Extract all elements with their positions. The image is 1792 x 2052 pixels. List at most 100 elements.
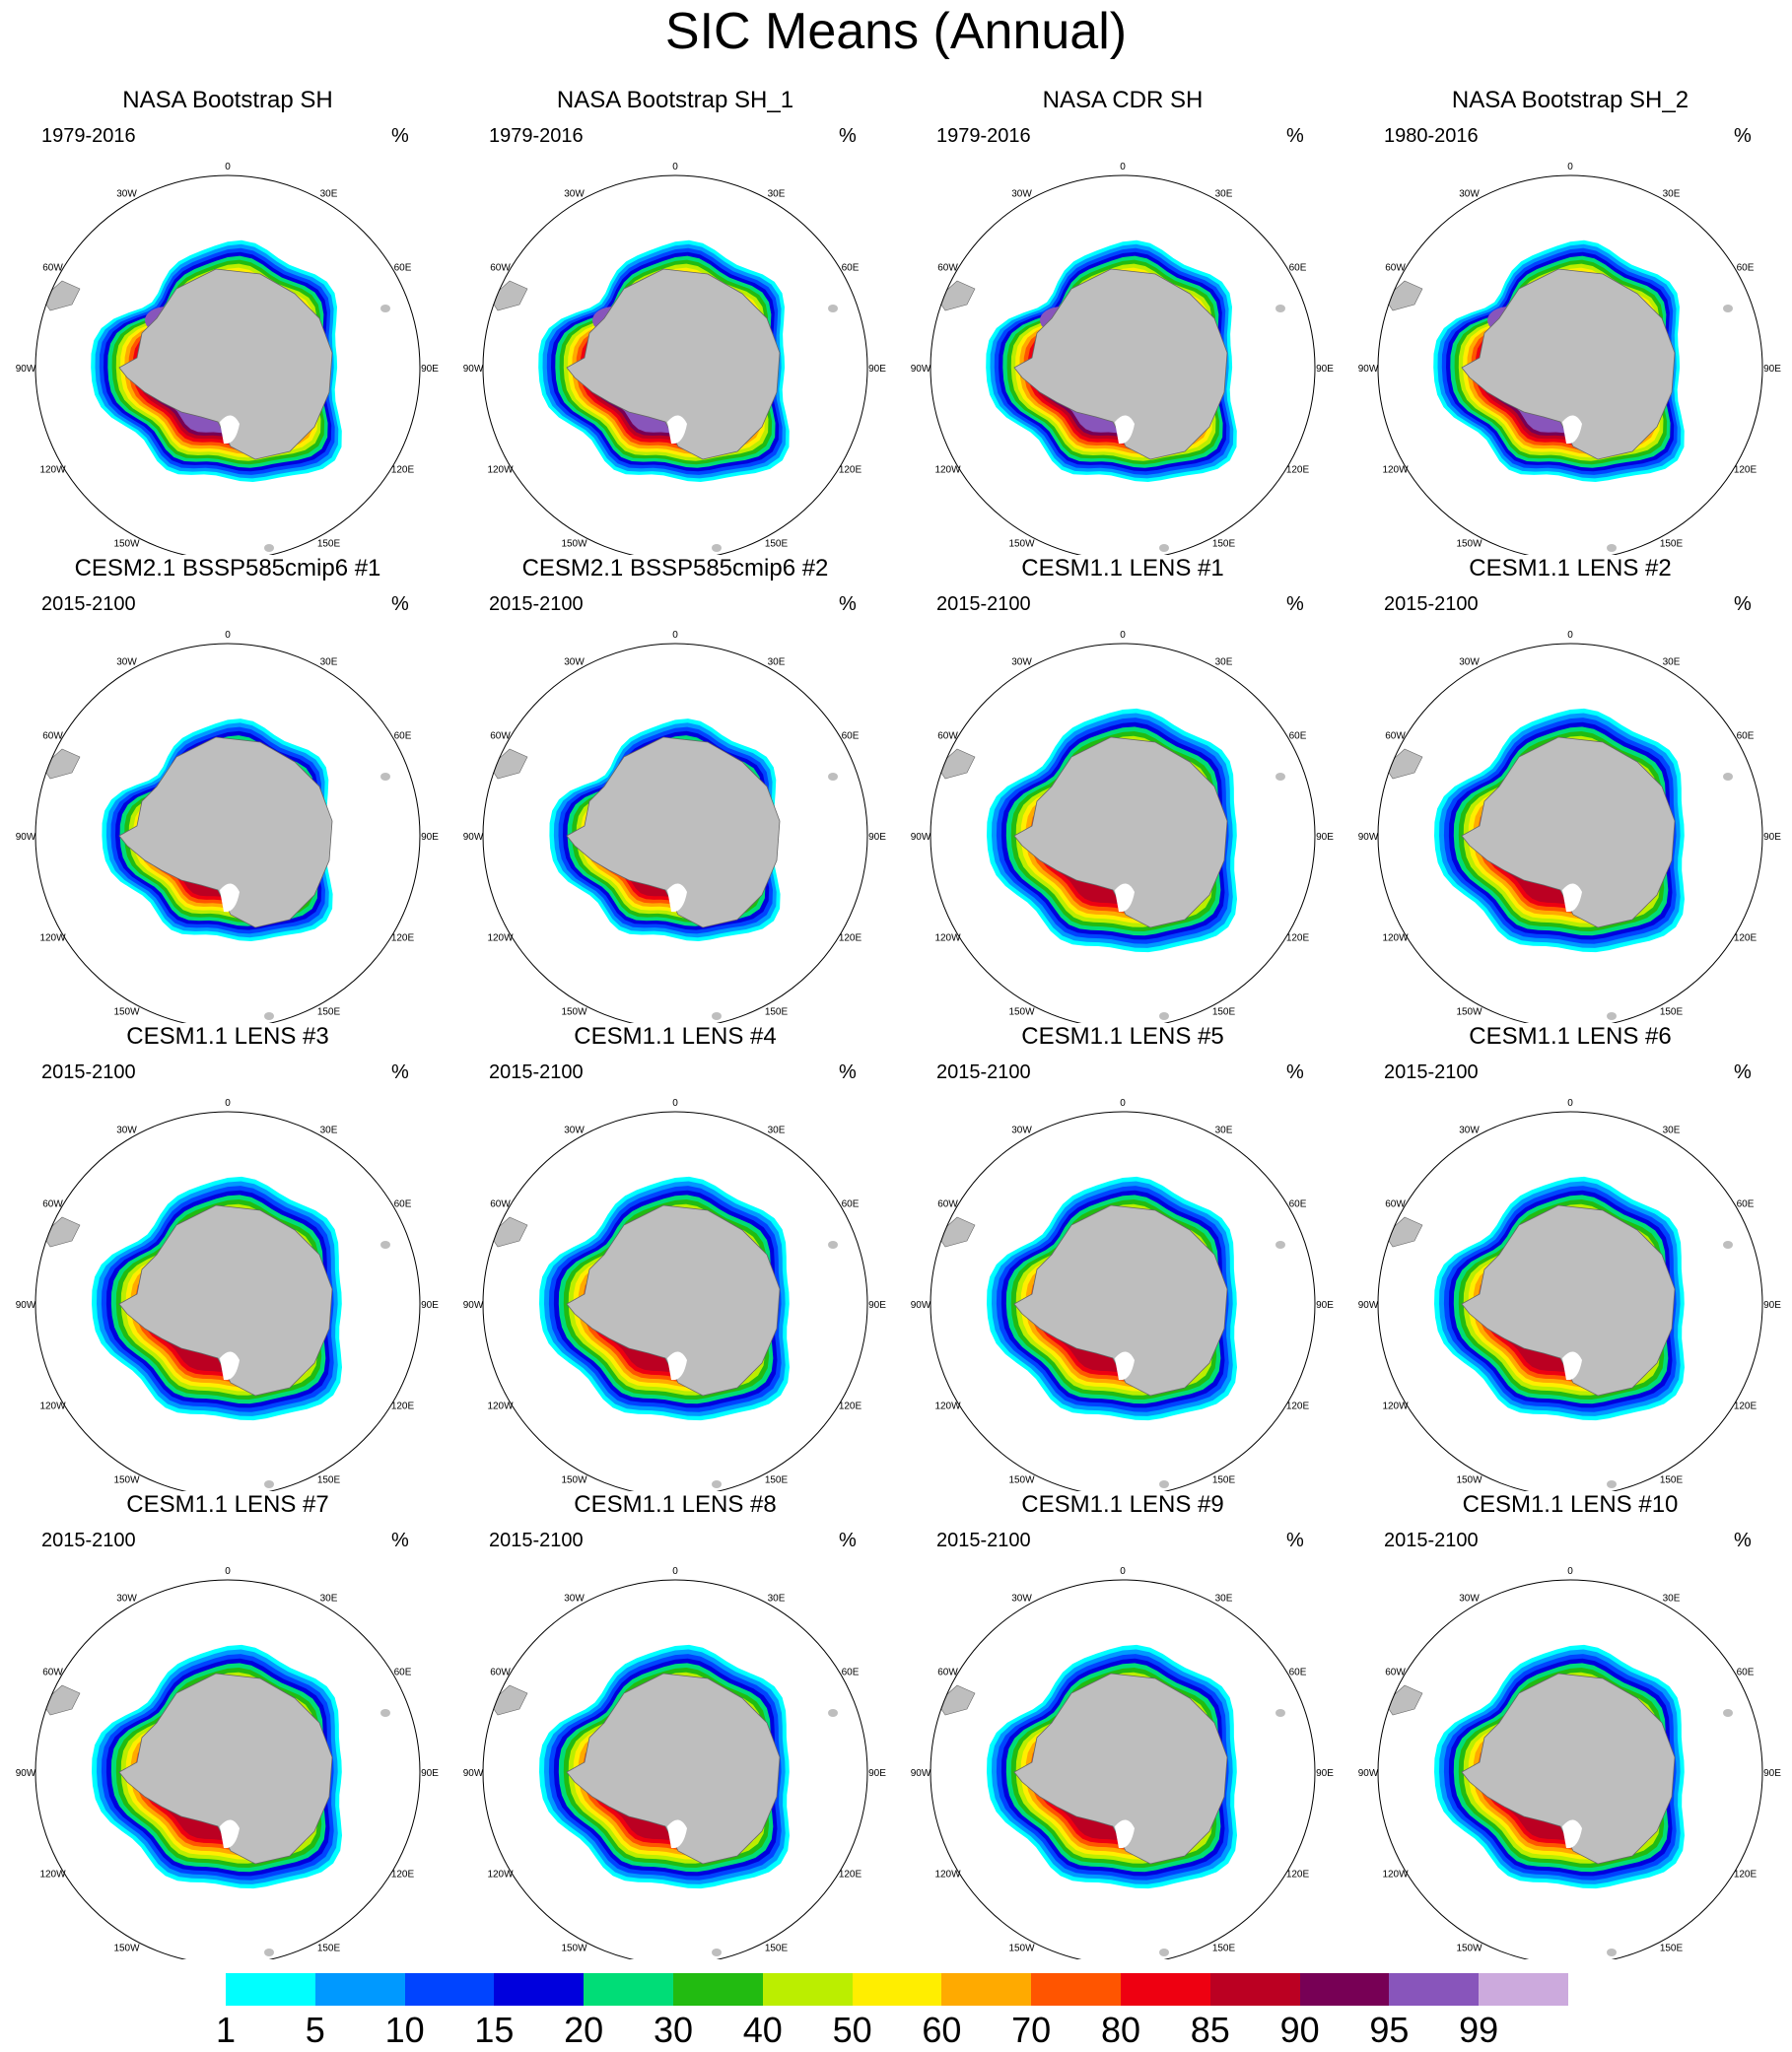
island bbox=[828, 1241, 838, 1249]
map-boundary bbox=[930, 1579, 1316, 1959]
colorbar-swatch bbox=[1389, 1973, 1480, 2006]
longitude-label: 60W bbox=[1385, 1199, 1406, 1210]
panel-title: CESM1.1 LENS #3 bbox=[126, 1023, 329, 1050]
map-boundary bbox=[1377, 1111, 1763, 1491]
longitude-label: 30E bbox=[320, 1126, 338, 1136]
polar-map: 030E60E90E120E150E180150W120W90W60W30W bbox=[16, 162, 439, 555]
map-panel: NASA CDR SH 1979-2016% 0 30E 60E 90E 120E 150E 1… bbox=[899, 87, 1346, 555]
longitude-label: 30E bbox=[768, 657, 786, 668]
ross-sea-gap bbox=[1115, 1351, 1135, 1381]
longitude-label: 30E bbox=[1663, 189, 1681, 200]
longitude-label: 150E bbox=[765, 1944, 789, 1954]
panel-title: CESM1.1 LENS #4 bbox=[574, 1023, 777, 1050]
longitude-label: 150E bbox=[317, 1007, 341, 1018]
longitude-label: 30W bbox=[1011, 1126, 1032, 1136]
panel-period: 1979-2016 bbox=[936, 125, 1031, 147]
longitude-label: 150W bbox=[113, 539, 140, 550]
longitude-label: 30E bbox=[1215, 189, 1233, 200]
longitude-label: 60E bbox=[842, 263, 860, 274]
longitude-label: 90E bbox=[1763, 364, 1781, 375]
island bbox=[1159, 544, 1169, 552]
map-boundary bbox=[930, 1111, 1316, 1491]
polar-map: 030E60E90E120E150E180150W120W90W60W30W bbox=[1358, 1098, 1781, 1491]
panel-title: NASA CDR SH bbox=[1042, 87, 1204, 113]
longitude-label: 0 bbox=[1567, 162, 1573, 172]
polar-map: 030E60E90E120E150E180150W120W90W60W30W bbox=[911, 630, 1334, 1023]
island bbox=[1275, 1709, 1285, 1717]
map-boundary bbox=[34, 643, 421, 1023]
panel-period: 2015-2100 bbox=[1384, 1061, 1479, 1083]
longitude-label: 120W bbox=[934, 933, 961, 944]
island bbox=[712, 1949, 722, 1956]
longitude-label: 90E bbox=[1316, 1768, 1334, 1779]
polar-map: 030E60E90E120E150E180150W120W90W60W30W bbox=[16, 1566, 439, 1959]
polar-map: 030E60E90E120E150E180150W120W90W60W30W bbox=[463, 162, 886, 555]
panel-title: NASA Bootstrap SH_2 bbox=[1451, 87, 1689, 113]
polar-map: 030E60E90E120E150E180150W120W90W60W30W bbox=[1358, 1566, 1781, 1959]
longitude-label: 150W bbox=[1008, 1944, 1035, 1954]
longitude-label: 150E bbox=[1660, 1007, 1684, 1018]
panel-title: CESM1.1 LENS #5 bbox=[1021, 1023, 1224, 1050]
map-boundary bbox=[34, 174, 421, 555]
island bbox=[380, 773, 390, 781]
panel-period: 2015-2100 bbox=[41, 593, 136, 615]
panel-title: CESM1.1 LENS #8 bbox=[574, 1491, 777, 1518]
longitude-label: 60E bbox=[394, 263, 412, 274]
island bbox=[712, 1480, 722, 1488]
map-boundary bbox=[482, 1111, 868, 1491]
longitude-label: 60E bbox=[1737, 263, 1755, 274]
colorbar-swatch bbox=[404, 1973, 495, 2006]
polar-map: 030E60E90E120E150E180150W120W90W60W30W bbox=[463, 1566, 886, 1959]
island bbox=[380, 1241, 390, 1249]
longitude-label: 60W bbox=[937, 731, 958, 742]
polar-map: 030E60E90E120E150E180150W120W90W60W30W bbox=[463, 630, 886, 1023]
longitude-label: 60E bbox=[1737, 1199, 1755, 1210]
longitude-label: 90E bbox=[1316, 364, 1334, 375]
longitude-label: 90W bbox=[16, 1768, 36, 1779]
longitude-label: 60E bbox=[394, 1199, 412, 1210]
longitude-label: 60E bbox=[1289, 263, 1307, 274]
longitude-label: 120W bbox=[934, 465, 961, 476]
map-panel: CESM1.1 LENS #2 2015-2100% 0 30E 60E 90E 120E 1… bbox=[1346, 555, 1792, 1023]
colorbar-swatch bbox=[584, 1973, 674, 2006]
island bbox=[1159, 1949, 1169, 1956]
map-boundary bbox=[34, 1579, 421, 1959]
map-panel: NASA Bootstrap SH_2 1980-2016% 0 30E 60E 90E 1… bbox=[1346, 87, 1792, 555]
ross-sea-gap bbox=[1115, 415, 1135, 445]
south-america-tip bbox=[1384, 1684, 1423, 1716]
longitude-label: 150W bbox=[1456, 1007, 1482, 1018]
longitude-label: 60E bbox=[1289, 1199, 1307, 1210]
figure-title: SIC Means (Annual) bbox=[664, 3, 1128, 60]
longitude-label: 30W bbox=[564, 1126, 585, 1136]
longitude-label: 30W bbox=[116, 657, 137, 668]
map-panel: NASA Bootstrap SH 1979-2016% 0 30E 60E 90E 120… bbox=[4, 87, 451, 555]
ross-sea-gap bbox=[1115, 883, 1135, 913]
colorbar-tick-label: 70 bbox=[1011, 2010, 1052, 2050]
colorbar-tick-label: 50 bbox=[832, 2010, 872, 2050]
longitude-label: 150W bbox=[1008, 539, 1035, 550]
longitude-label: 120E bbox=[839, 933, 862, 944]
panel-title: CESM2.1 BSSP585cmip6 #1 bbox=[74, 555, 381, 581]
longitude-label: 60W bbox=[937, 263, 958, 274]
longitude-label: 60E bbox=[842, 1199, 860, 1210]
colorbar-swatch bbox=[941, 1973, 1032, 2006]
panel-unit: % bbox=[391, 593, 409, 615]
south-america-tip bbox=[1384, 748, 1423, 780]
longitude-label: 60W bbox=[490, 263, 511, 274]
island bbox=[1723, 305, 1733, 312]
island bbox=[1607, 1012, 1617, 1020]
colorbar-tick-label: 90 bbox=[1279, 2010, 1320, 2050]
colorbar-tick-label: 20 bbox=[564, 2010, 604, 2050]
map-panel: NASA Bootstrap SH_1 1979-2016% 0 30E 60E 90E 1… bbox=[451, 87, 899, 555]
longitude-label: 90E bbox=[421, 832, 439, 843]
panel-unit: % bbox=[391, 1530, 409, 1551]
longitude-label: 30E bbox=[1215, 657, 1233, 668]
longitude-label: 90W bbox=[463, 1300, 484, 1311]
island bbox=[1607, 544, 1617, 552]
polar-map: 030E60E90E120E150E180150W120W90W60W30W bbox=[16, 1098, 439, 1491]
longitude-label: 30W bbox=[116, 189, 137, 200]
longitude-label: 120W bbox=[487, 933, 514, 944]
panel-period: 2015-2100 bbox=[489, 593, 584, 615]
map-panel: CESM1.1 LENS #8 2015-2100% 0 30E 60E 90E 120E 1… bbox=[451, 1491, 899, 1959]
colorbar-tick-label: 40 bbox=[742, 2010, 783, 2050]
